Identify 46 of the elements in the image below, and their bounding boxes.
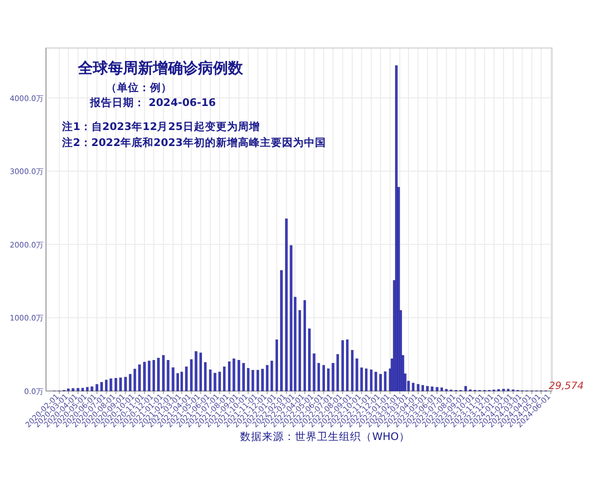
bar	[346, 340, 349, 392]
bar	[172, 367, 174, 392]
bar	[185, 366, 188, 392]
bar	[152, 360, 156, 392]
bar	[341, 340, 344, 392]
bar	[228, 362, 231, 392]
bar	[365, 368, 368, 392]
bar	[416, 384, 420, 392]
bar	[124, 376, 127, 392]
bar	[199, 352, 202, 392]
bar	[384, 371, 386, 392]
bar	[370, 370, 372, 392]
bar	[128, 374, 132, 392]
bar	[395, 65, 398, 392]
bar	[209, 370, 212, 392]
bar	[157, 358, 160, 392]
bar	[110, 378, 112, 392]
bar	[317, 363, 320, 392]
text: 全球每周新增确诊病例数	[77, 59, 244, 77]
annotation: 报告日期： 2024-06-16	[89, 96, 216, 109]
bar	[105, 380, 108, 392]
bar	[436, 387, 438, 392]
source-note: 数据来源：世界卫生组织（WHO）	[240, 430, 410, 443]
annotation: 29,574	[548, 380, 584, 392]
bar	[176, 373, 179, 392]
bar	[232, 358, 236, 392]
bar	[86, 387, 89, 392]
annotation: 注2：2022年底和2023年初的新增高峰主要因为中国	[61, 136, 326, 149]
bar	[322, 365, 325, 392]
bar	[464, 386, 467, 392]
bar	[252, 370, 254, 392]
bar	[270, 360, 274, 392]
bar	[303, 300, 306, 392]
bar	[351, 350, 354, 392]
text: （单位：例）	[106, 81, 172, 94]
bar	[204, 362, 207, 392]
bar	[180, 372, 183, 392]
bar	[298, 310, 302, 392]
bar	[280, 270, 283, 392]
bar	[422, 385, 424, 392]
bar	[223, 366, 226, 392]
bar	[90, 386, 94, 392]
bar	[246, 368, 250, 392]
annotation: 注1：自2023年12月25日起变更为周增	[61, 120, 260, 133]
bar	[276, 340, 278, 392]
bar	[440, 388, 443, 392]
